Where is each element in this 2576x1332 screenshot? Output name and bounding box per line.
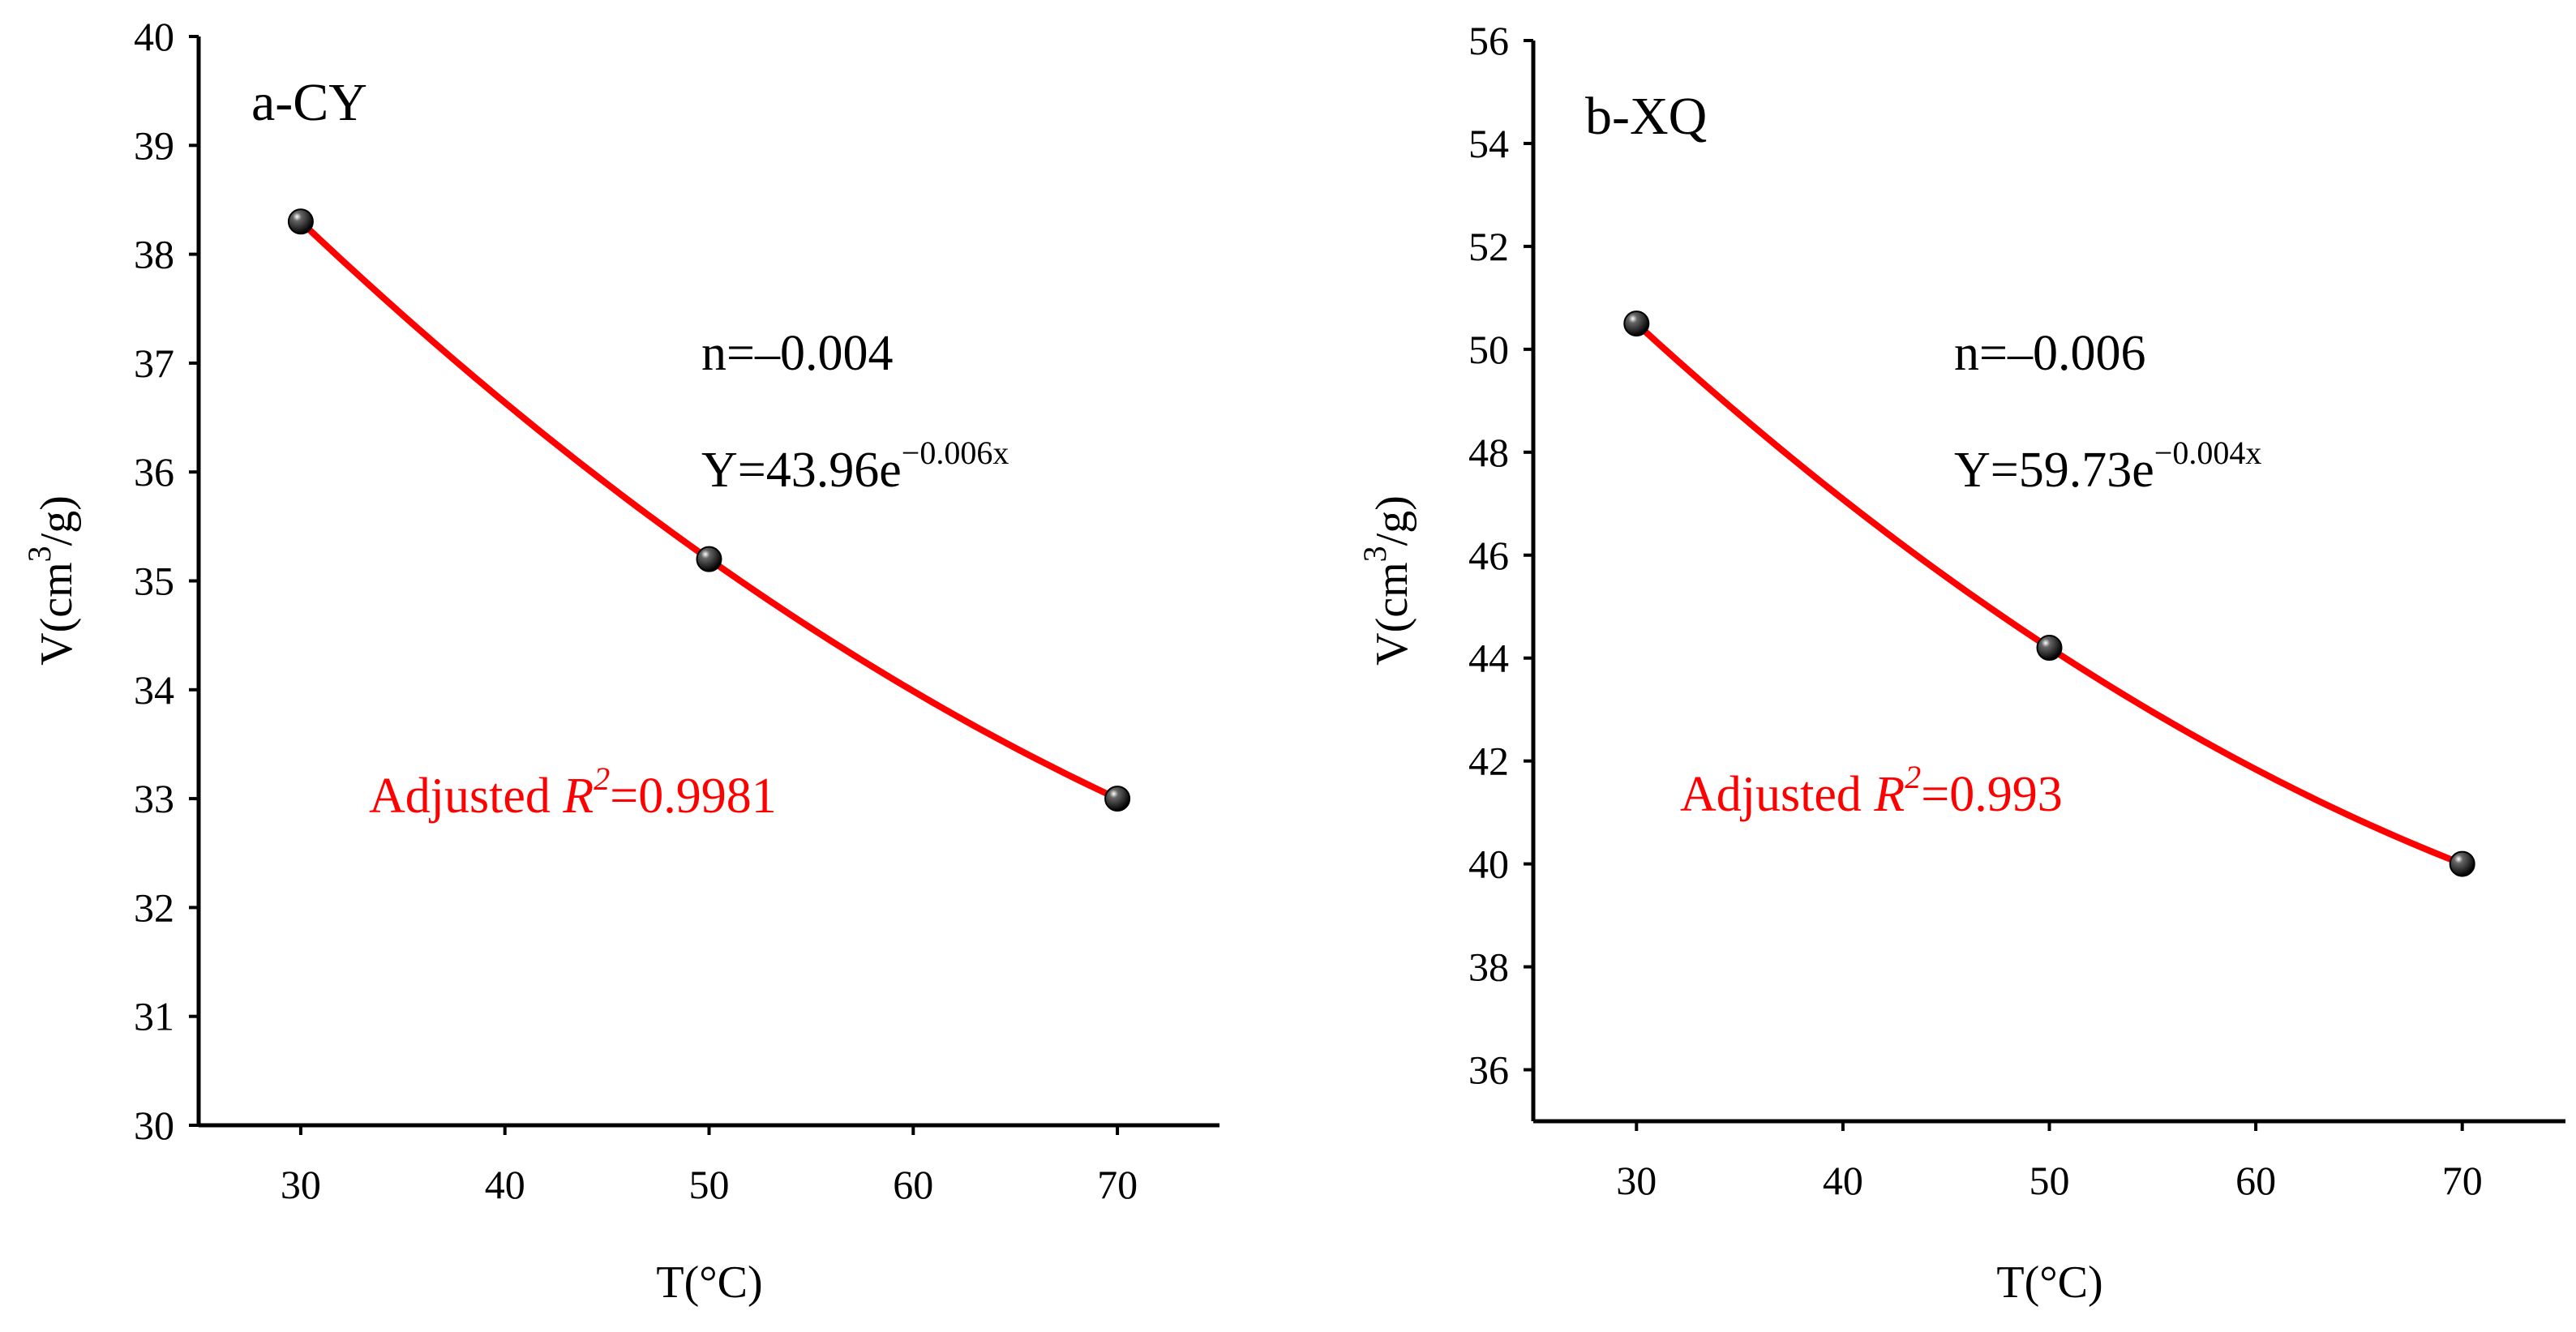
panel-a-adjusted-value: =0.9981 [610, 769, 776, 824]
panel-a-y-tick-labels: 30 31 32 33 34 35 36 37 38 39 40 [134, 14, 174, 1148]
panel-a-y-axis-title: V(cm3/g) [21, 495, 82, 666]
panel-b-x-tick-label-30: 30 [1616, 1158, 1657, 1203]
panel-b-y-tick-label-42: 42 [1468, 739, 1509, 784]
panel-b-x-tick-labels: 30 40 50 60 70 [1616, 1158, 2482, 1203]
panel-a-data-point [1104, 786, 1131, 812]
panel-b-adjusted-value: =0.993 [1921, 767, 2062, 822]
panel-b-y-axis-title: V(cm3/g) [1357, 495, 1417, 666]
panel-a-x-tick-label-70: 70 [1097, 1162, 1138, 1207]
panel-a-x-tick-label-50: 50 [689, 1162, 730, 1207]
panel-b-xq: 36 38 40 42 44 46 48 50 52 54 56 30 40 50 60 70 b-XQ n… [1357, 18, 2565, 1308]
panel-b-y-tick-label-38: 38 [1468, 944, 1509, 990]
panel-a-n-annotation: n=–0.004 [701, 326, 893, 381]
panel-b-x-tick-label-60: 60 [2235, 1158, 2276, 1203]
panel-b-data-points [1623, 311, 2475, 877]
panel-b-y-tick-label-44: 44 [1468, 636, 1509, 681]
panel-b-adjusted-r: R [1873, 767, 1905, 822]
panel-b-equation-base: Y=59.73e [1954, 443, 2154, 498]
panel-b-x-tick-label-40: 40 [1823, 1158, 1863, 1203]
panel-b-label: b-XQ [1585, 87, 1707, 146]
panel-a-adjusted-r2: Adjusted R2=0.9981 [369, 760, 777, 824]
panel-b-adjusted-prefix: Adjusted [1680, 767, 1874, 822]
panel-a-equation-exponent: −0.006x [902, 435, 1009, 471]
panel-b-x-axis-title: T(°C) [1996, 1257, 2102, 1308]
panel-b-y-tick-label-46: 46 [1468, 533, 1509, 578]
panel-a-x-tick-label-60: 60 [893, 1162, 933, 1207]
panel-a-data-point [287, 208, 314, 235]
panel-b-y-tick-label-40: 40 [1468, 842, 1509, 887]
panel-b-y-tick-label-52: 52 [1468, 224, 1509, 269]
panel-a-adjusted-prefix: Adjusted [369, 769, 563, 824]
panel-a-equation: Y=43.96e−0.006x [701, 435, 1009, 498]
panel-b-x-tick-label-50: 50 [2030, 1158, 2070, 1203]
panel-a-y-title-sup: 3 [21, 546, 58, 562]
panel-b-y-tick-label-50: 50 [1468, 327, 1509, 372]
panel-a-y-tick-label-35: 35 [134, 559, 174, 604]
panel-a-x-tick-labels: 30 40 50 60 70 [281, 1162, 1138, 1207]
panel-a-y-tick-label-30: 30 [134, 1103, 174, 1148]
panel-a-x-axis-title: T(°C) [656, 1257, 762, 1308]
panel-a-equation-base: Y=43.96e [701, 443, 902, 498]
panel-b-data-point [2449, 850, 2475, 877]
panel-a-y-tick-label-34: 34 [134, 667, 174, 713]
panel-a-fit-curve [297, 218, 1121, 803]
panel-b-equation: Y=59.73e−0.004x [1954, 435, 2261, 498]
panel-a-label: a-CY [251, 73, 367, 132]
panel-b-y-tick-labels: 36 38 40 42 44 46 48 50 52 54 56 [1468, 18, 1509, 1093]
panel-a-y-tick-label-31: 31 [134, 994, 174, 1039]
panel-a-data-points [287, 208, 1131, 812]
panel-b-adjusted-sup: 2 [1905, 759, 1921, 795]
panel-b-n-annotation: n=–0.006 [1954, 326, 2145, 381]
panel-a-y-tick-label-36: 36 [134, 449, 174, 495]
panel-b-y-title-prefix: V(cm [1367, 562, 1417, 666]
panel-b-y-tick-label-48: 48 [1468, 430, 1509, 475]
panel-b-y-tick-label-56: 56 [1468, 18, 1509, 63]
panel-a-x-tick-label-30: 30 [281, 1162, 321, 1207]
panel-a-data-point [696, 546, 722, 572]
panel-a-y-tick-label-38: 38 [134, 232, 174, 277]
panel-a-x-tick-label-40: 40 [485, 1162, 525, 1207]
panel-a-y-tick-label-32: 32 [134, 884, 174, 930]
panel-b-adjusted-r2: Adjusted R2=0.993 [1680, 759, 2063, 822]
panel-b-data-point [1623, 311, 1650, 337]
panel-a-y-tick-label-37: 37 [134, 340, 174, 386]
panel-a-adjusted-sup: 2 [594, 760, 610, 797]
panel-b-y-tick-label-54: 54 [1468, 121, 1509, 166]
panel-a-y-title-prefix: V(cm [32, 562, 82, 666]
panel-a-y-tick-label-39: 39 [134, 122, 174, 168]
panel-a-adjusted-r: R [562, 769, 594, 824]
panel-a-y-title-suffix: /g) [32, 495, 82, 546]
panel-a-y-tick-label-33: 33 [134, 776, 174, 821]
panel-a-y-tick-label-40: 40 [134, 14, 174, 59]
panel-b-data-point [2036, 635, 2063, 662]
panel-b-y-tick-label-36: 36 [1468, 1047, 1509, 1093]
panel-b-y-title-sup: 3 [1357, 546, 1393, 562]
panel-b-y-title-suffix: /g) [1367, 495, 1417, 546]
panel-b-x-tick-label-70: 70 [2442, 1158, 2483, 1203]
panel-b-equation-exponent: −0.004x [2154, 435, 2262, 471]
